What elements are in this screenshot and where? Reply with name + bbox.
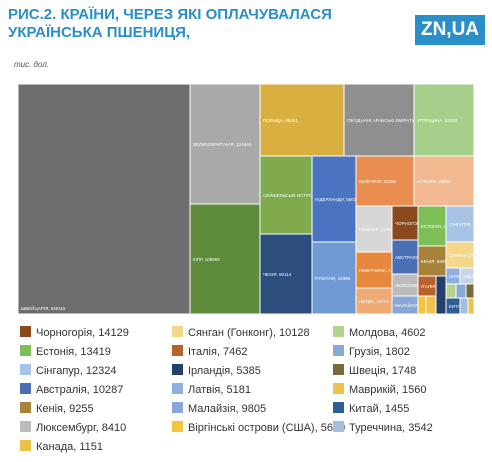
treemap-rect [259,83,345,157]
treemap-cell [445,283,457,299]
treemap-rect [417,245,447,277]
treemap-cell: ЧЕХІЯ, 50114 [259,233,313,315]
treemap-rect [417,295,427,315]
treemap-label: ЧЕХІЯ, 50114 [263,272,292,277]
treemap-rect [459,297,469,315]
treemap-rect [17,83,191,315]
treemap-cell: КИТАЙ [445,297,464,315]
treemap-cell [465,283,475,299]
units-label: тис. дол. [14,60,49,69]
treemap-cell: КЕНІЯ, 9255 [417,245,447,277]
treemap-label: НІДЕРЛАНДИ, 58026 [315,197,359,202]
treemap-cell [467,297,475,315]
treemap-rect [413,155,475,207]
treemap-rect [259,155,313,235]
treemap-label: ЛИТВА, 14774 [359,299,389,304]
treemap-cell [459,297,469,315]
treemap-label: НІМЕЧЧИНА, 15348 [359,268,401,273]
treemap-cell: УГОРЩИНА, 53350 [413,83,475,157]
treemap-rect [445,283,457,299]
treemap-label: ГОНКОНГ (СПЕЦІАЛ...) 13590 [359,227,422,232]
treemap-rect [425,295,437,315]
treemap-label: ЛЮКСЕМБУРГ, 8410 [395,283,439,288]
treemap-cell: СЕЙШЕЛЬСЬКІ ОСТРОВИ, 58077 [259,155,334,235]
treemap-cell: СІНГАПУР, 12324 [445,205,486,243]
treemap-rect [465,283,475,299]
treemap-label: СЯНГАН (ГОНКОНГ) [449,253,492,258]
treemap-label: РУМУНІЯ, 43399 [315,276,351,281]
treemap-cell: ІСПАНІЯ, 28555 [413,155,475,207]
treemap-label: СЕЙШЕЛЬСЬКІ ОСТРОВИ, 58077 [263,191,334,198]
treemap-rect [435,275,447,315]
treemap-rect [311,155,357,243]
treemap-cell: ІТАЛІЯ [417,275,437,297]
treemap-label: КИТАЙ [449,302,464,309]
chart-title: Рис.2. КРАЇНИ, ЧЕРЕЗ ЯКІ ОПЛАЧУВАЛАСЯ УК… [8,6,332,41]
zn-ua-logo: ZN,UA [415,15,485,45]
treemap-cell: ІНШІ ФІНДР... [459,267,491,285]
treemap-cell: ЛИТВА, 14774 [355,287,393,315]
treemap-cell: НІДЕРЛАНДИ, 58026 [311,155,359,243]
treemap-label: АВСТРАЛІЯ, 10287 [395,255,435,260]
treemap-rect [343,83,415,157]
treemap-rect [259,233,313,315]
treemap-label: ЛАТВІЯ [449,274,465,279]
treemap-label: ПОЛЬЩА, 86261 [263,118,298,123]
treemap-label: ШВЕЙЦАРІЯ, 549115 [21,304,66,311]
treemap-cell [425,295,437,315]
treemap-label: ОБ'ЄДНАНІ АРАБСЬКІ ЕМІРАТИ, 71725 [347,118,430,123]
treemap-label: ІТАЛІЯ [421,284,435,289]
treemap-cell [435,275,447,315]
treemap-label: ЕСТОНІЯ, 13419 [421,224,456,229]
treemap-cell: НІМЕЧЧИНА, 15348 [355,251,401,289]
treemap-rect [311,241,357,315]
treemap-cell: ПОЛЬЩА, 86261 [259,83,345,157]
treemap-rect [467,297,475,315]
treemap-rect [355,251,393,289]
treemap-label: БОЛГАРІЯ, 32286 [359,179,396,184]
treemap-label: КІПР, 108959 [193,257,220,262]
treemap-cell: КІПР, 108959 [189,203,261,315]
treemap-cell: БОЛГАРІЯ, 32286 [355,155,415,207]
treemap-rect [189,203,261,315]
treemap-label: ЧОРНОГОРІЯ, 14129 [395,221,440,226]
treemap-cell [417,295,427,315]
treemap-label: УГОРЩИНА, 53350 [417,118,458,123]
treemap-label: ІСПАНІЯ, 28555 [417,179,451,184]
treemap-cell: ВЕЛИКОБРИТАНІЯ, 124646 [189,83,261,205]
treemap-label: ВЕЛИКОБРИТАНІЯ, 124646 [193,142,252,147]
treemap-cell: РУМУНІЯ, 43399 [311,241,357,315]
treemap-label: КЕНІЯ, 9255 [421,259,447,264]
treemap-cell [455,283,467,299]
treemap-cell: ОБ'ЄДНАНІ АРАБСЬКІ ЕМІРАТИ, 71725 [343,83,430,157]
treemap-rect [455,283,467,299]
treemap-label: ІНШІ ФІНДР... [463,274,491,279]
treemap-cell: ШВЕЙЦАРІЯ, 549115 [17,83,191,315]
treemap-label: СІНГАПУР, 12324 [449,222,486,227]
treemap-cell: СЯНГАН (ГОНКОНГ) [445,241,492,269]
treemap-rect [445,205,475,243]
treemap-label: МАЛАЙЗІЯ, 9805 [395,301,431,308]
